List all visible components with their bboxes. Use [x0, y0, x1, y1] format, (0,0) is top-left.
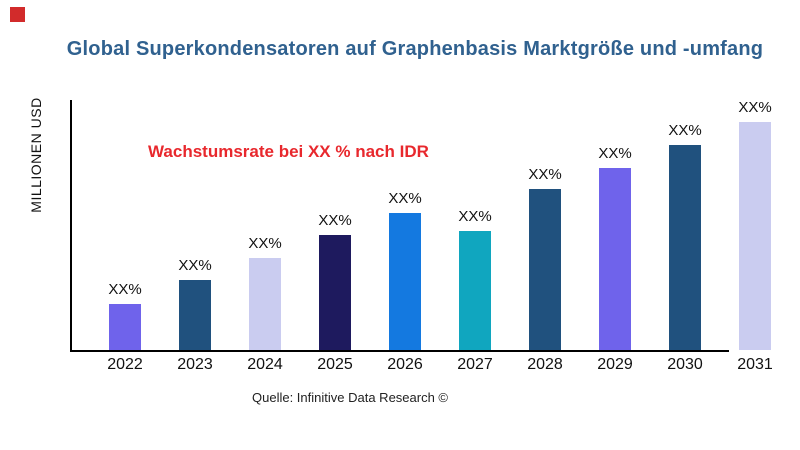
bar-value-label-2022: XX% — [108, 281, 142, 298]
chart-title: Global Superkondensatoren auf Graphenbas… — [66, 38, 764, 60]
bar-2028 — [529, 189, 561, 350]
bar-value-label-2026: XX% — [388, 190, 422, 207]
bar-2023 — [179, 280, 211, 350]
x-axis-tick-labels: 2022 2023 2024 2025 2026 2027 2028 2029 2030 2031 — [90, 356, 790, 374]
bar-slot-2026: XX% — [370, 95, 440, 350]
bar-slot-2031: XX% — [720, 95, 790, 350]
bar-2024 — [249, 258, 281, 350]
bar-value-label-2028: XX% — [528, 166, 562, 183]
bar-slot-2022: XX% — [90, 95, 160, 350]
x-tick-2030: 2030 — [667, 356, 703, 373]
x-tick-2031: 2031 — [737, 356, 773, 373]
bar-value-label-2025: XX% — [318, 212, 352, 229]
brand-mark-square — [10, 7, 25, 22]
bar-slot-2023: XX% — [160, 95, 230, 350]
bar-value-label-2031: XX% — [738, 99, 772, 116]
bar-2030 — [669, 145, 701, 350]
bar-2031 — [739, 122, 771, 350]
bar-value-label-2023: XX% — [178, 257, 212, 274]
bar-slot-2030: XX% — [650, 95, 720, 350]
x-tick-2024: 2024 — [247, 356, 283, 373]
x-tick-2022: 2022 — [107, 356, 143, 373]
bar-slot-2028: XX% — [510, 95, 580, 350]
x-axis-line — [70, 350, 729, 352]
bar-2027 — [459, 231, 491, 350]
bar-value-label-2030: XX% — [668, 122, 702, 139]
bar-value-label-2024: XX% — [248, 235, 282, 252]
y-axis-label: MILLIONEN USD — [28, 97, 44, 213]
bar-slot-2029: XX% — [580, 95, 650, 350]
source-credit: Quelle: Infinitive Data Research © — [252, 390, 449, 405]
bar-slot-2027: XX% — [440, 95, 510, 350]
growth-rate-annotation: Wachstumsrate bei XX % nach IDR — [148, 142, 429, 161]
bar-2029 — [599, 168, 631, 350]
bar-value-label-2029: XX% — [598, 145, 632, 162]
x-tick-2029: 2029 — [597, 356, 633, 373]
bar-2025 — [319, 235, 351, 350]
x-tick-2027: 2027 — [457, 356, 493, 373]
y-axis-line — [70, 100, 72, 350]
bar-2022 — [109, 304, 141, 350]
x-tick-2025: 2025 — [317, 356, 353, 373]
x-tick-2023: 2023 — [177, 356, 213, 373]
bar-slot-2025: XX% — [300, 95, 370, 350]
x-tick-2026: 2026 — [387, 356, 423, 373]
bar-slot-2024: XX% — [230, 95, 300, 350]
bar-value-label-2027: XX% — [458, 208, 492, 225]
x-tick-2028: 2028 — [527, 356, 563, 373]
bar-2026 — [389, 213, 421, 350]
bars-area: XX% XX% XX% XX% XX% XX% XX% XX% XX% XX% — [90, 95, 790, 350]
